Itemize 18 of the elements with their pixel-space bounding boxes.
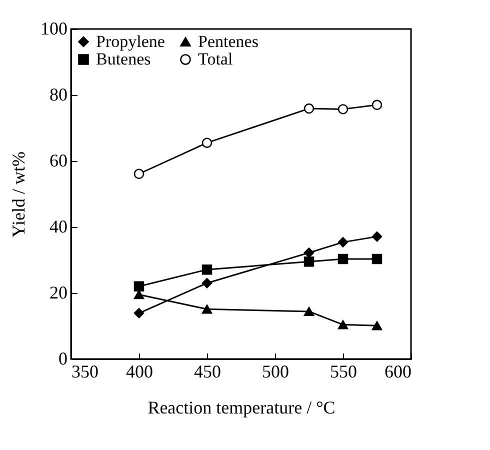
x-tick-label: 550 bbox=[330, 362, 357, 382]
legend-label: Total bbox=[198, 50, 233, 68]
legend-label: Butenes bbox=[96, 50, 151, 68]
y-tick-label: 60 bbox=[50, 150, 68, 170]
y-tick-label: 100 bbox=[40, 18, 68, 38]
x-axis-title: Reaction temperature / °C bbox=[148, 398, 336, 418]
legend-label: Propylene bbox=[96, 32, 165, 51]
y-tick-label: 20 bbox=[50, 282, 68, 302]
y-tick-label: 40 bbox=[50, 216, 68, 236]
x-tick-label: 350 bbox=[72, 362, 98, 382]
y-tick-label: 0 bbox=[58, 348, 68, 368]
legend-label: Pentenes bbox=[198, 32, 258, 51]
y-tick-label: 80 bbox=[50, 84, 68, 104]
x-tick-label: 450 bbox=[194, 362, 221, 382]
x-tick-label: 500 bbox=[262, 362, 289, 382]
x-tick-label: 600 bbox=[384, 362, 412, 382]
y-axis-title: Yield / wt% bbox=[8, 152, 28, 238]
x-tick-label: 400 bbox=[126, 362, 153, 382]
